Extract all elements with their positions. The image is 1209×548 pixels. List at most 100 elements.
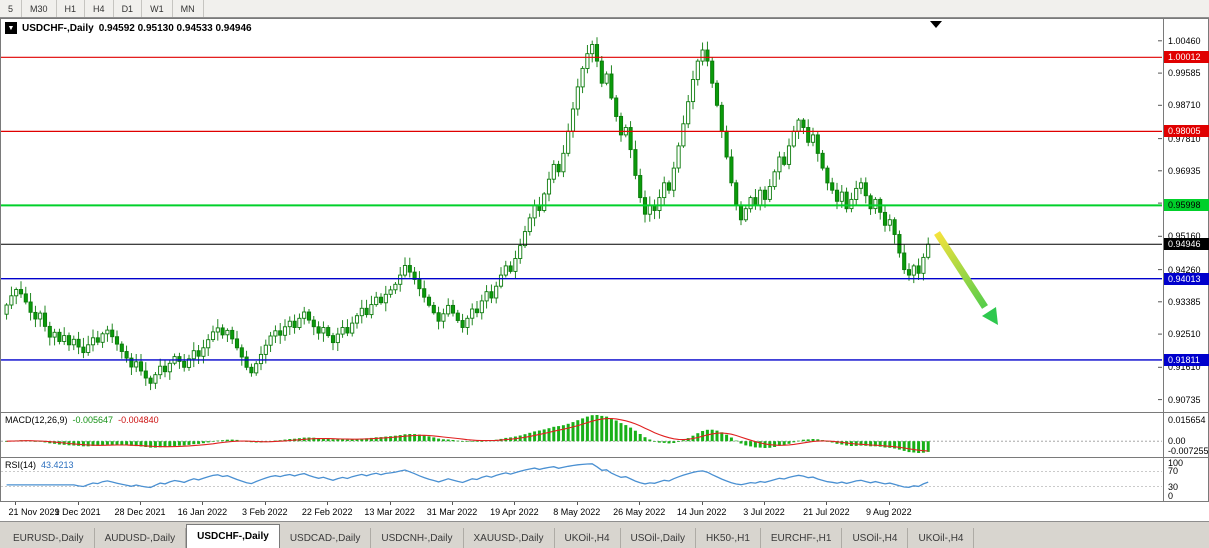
timeframe-button-mn[interactable]: MN bbox=[173, 0, 204, 17]
chart-ohlc-values: 0.94592 0.95130 0.94533 0.94946 bbox=[98, 22, 252, 34]
price-line-value-box-0.91811: 0.91811 bbox=[1164, 353, 1209, 366]
date-label: 16 Jan 2022 bbox=[177, 507, 228, 517]
macd-label: MACD(12,26,9) -0.005647 -0.004840 bbox=[5, 415, 159, 425]
date-tick bbox=[140, 502, 141, 505]
price-chart[interactable] bbox=[1, 19, 1162, 412]
rsi-label: RSI(14) 43.4213 bbox=[5, 460, 74, 470]
date-tick bbox=[514, 502, 516, 505]
chart-tab-usdchf-daily[interactable]: USDCHF-,Daily bbox=[186, 524, 280, 548]
price-axis-label: 0.96935 bbox=[1168, 165, 1201, 176]
timeframe-button-h4[interactable]: H4 bbox=[85, 0, 114, 17]
price-axis-label: 0.93385 bbox=[1168, 296, 1201, 307]
chart-tab-ukoil-h4[interactable]: UKOil-,H4 bbox=[555, 528, 621, 548]
chevron-down-icon: ▼ bbox=[7, 24, 15, 32]
timeframe-button-h1[interactable]: H1 bbox=[57, 0, 86, 17]
price-line-value-box-1.00012: 1.00012 bbox=[1164, 51, 1209, 64]
macd-name: MACD(12,26,9) bbox=[5, 415, 68, 425]
date-tick bbox=[389, 502, 391, 505]
date-tick bbox=[701, 502, 703, 505]
price-line-value-box-0.98005: 0.98005 bbox=[1164, 125, 1209, 138]
date-label: 28 Dec 2021 bbox=[114, 507, 166, 517]
price-line-value-box-0.94013: 0.94013 bbox=[1164, 272, 1209, 285]
rsi-name: RSI(14) bbox=[5, 460, 37, 470]
price-axis-label: 1.00460 bbox=[1168, 35, 1201, 46]
date-label: 9 Dec 2021 bbox=[54, 507, 101, 517]
macd-chart[interactable] bbox=[1, 413, 1162, 456]
date-tick bbox=[826, 502, 828, 505]
price-axis-label: 0.99585 bbox=[1168, 68, 1201, 79]
date-label: 21 Jul 2022 bbox=[803, 507, 850, 517]
date-tick bbox=[888, 502, 890, 505]
date-tick bbox=[15, 502, 17, 505]
trend-arrow-annotation[interactable] bbox=[934, 231, 998, 325]
rsi-line bbox=[6, 463, 929, 489]
price-axis: 1.004600.995850.987100.978100.969350.960… bbox=[1163, 19, 1209, 412]
chart-tab-audusd-daily[interactable]: AUDUSD-,Daily bbox=[95, 528, 187, 548]
chart-tab-hk50-h1[interactable]: HK50-,H1 bbox=[696, 528, 761, 548]
timeframe-button-group: 5 M30 H1 H4 D1 W1 MN bbox=[0, 0, 204, 17]
rsi-indicator-panel: RSI(14) 43.4213 100 70 30 0 bbox=[0, 458, 1209, 502]
date-label: 9 Aug 2022 bbox=[866, 507, 912, 517]
chart-symbol-label: USDCHF-,Daily bbox=[22, 22, 94, 34]
rsi-axis: 100 70 30 0 bbox=[1163, 458, 1208, 501]
rsi-axis-label: 100 bbox=[1168, 458, 1184, 468]
price-chart-panel: ▼ USDCHF-,Daily 0.94592 0.95130 0.94533 … bbox=[0, 18, 1209, 413]
timeframe-button-d1[interactable]: D1 bbox=[114, 0, 143, 17]
price-axis-label: 0.94260 bbox=[1168, 264, 1201, 275]
timeframe-button-5[interactable]: 5 bbox=[0, 0, 23, 17]
price-axis-label: 0.95160 bbox=[1168, 231, 1201, 242]
scroll-marker-icon bbox=[930, 21, 942, 28]
candlestick-series bbox=[4, 37, 931, 391]
price-axis-label: 0.90735 bbox=[1168, 394, 1201, 405]
date-tick bbox=[77, 502, 79, 505]
date-label: 13 Mar 2022 bbox=[364, 507, 415, 517]
chart-tab-eurusd-daily[interactable]: EURUSD-,Daily bbox=[3, 528, 95, 548]
date-label: 22 Feb 2022 bbox=[301, 507, 353, 517]
macd-main-value: -0.005647 bbox=[72, 415, 114, 425]
chart-tab-usoil-h4[interactable]: USOil-,H4 bbox=[842, 528, 909, 548]
chart-tab-xauusd-daily[interactable]: XAUUSD-,Daily bbox=[464, 528, 555, 548]
date-tick bbox=[764, 502, 765, 505]
date-label: 14 Jun 2022 bbox=[676, 507, 727, 517]
date-label: 3 Feb 2022 bbox=[242, 507, 288, 517]
macd-axis-label: -0.007255 bbox=[1168, 446, 1209, 456]
rsi-chart[interactable] bbox=[1, 458, 1162, 500]
chart-title: ▼ USDCHF-,Daily 0.94592 0.95130 0.94533 … bbox=[5, 22, 252, 34]
date-label: 19 Apr 2022 bbox=[490, 507, 539, 517]
date-tick bbox=[576, 502, 578, 505]
date-tick bbox=[327, 502, 329, 505]
chart-tabs-bar: EURUSD-,Daily AUDUSD-,Daily USDCHF-,Daily U… bbox=[0, 522, 1209, 548]
macd-axis: 0.015654 0.00 -0.007255 bbox=[1163, 413, 1209, 457]
chart-tab-usdcnh-daily[interactable]: USDCNH-,Daily bbox=[371, 528, 464, 548]
rsi-axis-label: 30 bbox=[1168, 481, 1179, 492]
chart-dropdown-button[interactable]: ▼ bbox=[5, 22, 17, 34]
macd-signal-value: -0.004840 bbox=[118, 415, 159, 425]
date-label: 26 May 2022 bbox=[613, 507, 666, 517]
macd-signal-line bbox=[6, 417, 929, 452]
timeframe-button-w1[interactable]: W1 bbox=[142, 0, 173, 17]
rsi-axis-label: 70 bbox=[1168, 466, 1179, 477]
macd-axis-label: 0.015654 bbox=[1168, 415, 1206, 425]
date-tick bbox=[264, 502, 266, 505]
chart-tab-usoil-daily[interactable]: USOil-,Daily bbox=[621, 528, 696, 548]
rsi-value: 43.4213 bbox=[41, 460, 74, 470]
date-tick bbox=[639, 502, 641, 505]
price-line-value-box-0.95998: 0.95998 bbox=[1164, 199, 1209, 212]
date-tick bbox=[452, 502, 453, 505]
price-line-value-box-0.94946: 0.94946 bbox=[1164, 238, 1209, 251]
price-axis-label: 0.92510 bbox=[1168, 329, 1201, 340]
price-axis-label: 0.97810 bbox=[1168, 133, 1201, 144]
price-axis-label: 0.91610 bbox=[1168, 362, 1201, 373]
chart-tab-ukoil-h4[interactable]: UKOil-,H4 bbox=[908, 528, 975, 548]
date-label: 31 Mar 2022 bbox=[426, 507, 478, 517]
macd-indicator-panel: MACD(12,26,9) -0.005647 -0.004840 0.0156… bbox=[0, 413, 1209, 458]
date-label: 8 May 2022 bbox=[553, 507, 601, 517]
chart-tab-usdcad-daily[interactable]: USDCAD-,Daily bbox=[280, 528, 372, 548]
date-label: 21 Nov 2021 bbox=[8, 507, 60, 517]
date-tick bbox=[202, 502, 204, 505]
chart-tab-eurchf-h1[interactable]: EURCHF-,H1 bbox=[761, 528, 843, 548]
rsi-axis-label: 0 bbox=[1168, 491, 1174, 501]
timeframe-button-m30[interactable]: M30 bbox=[22, 0, 57, 17]
macd-axis-label: 0.00 bbox=[1168, 436, 1186, 447]
date-label: 3 Jul 2022 bbox=[743, 507, 785, 517]
